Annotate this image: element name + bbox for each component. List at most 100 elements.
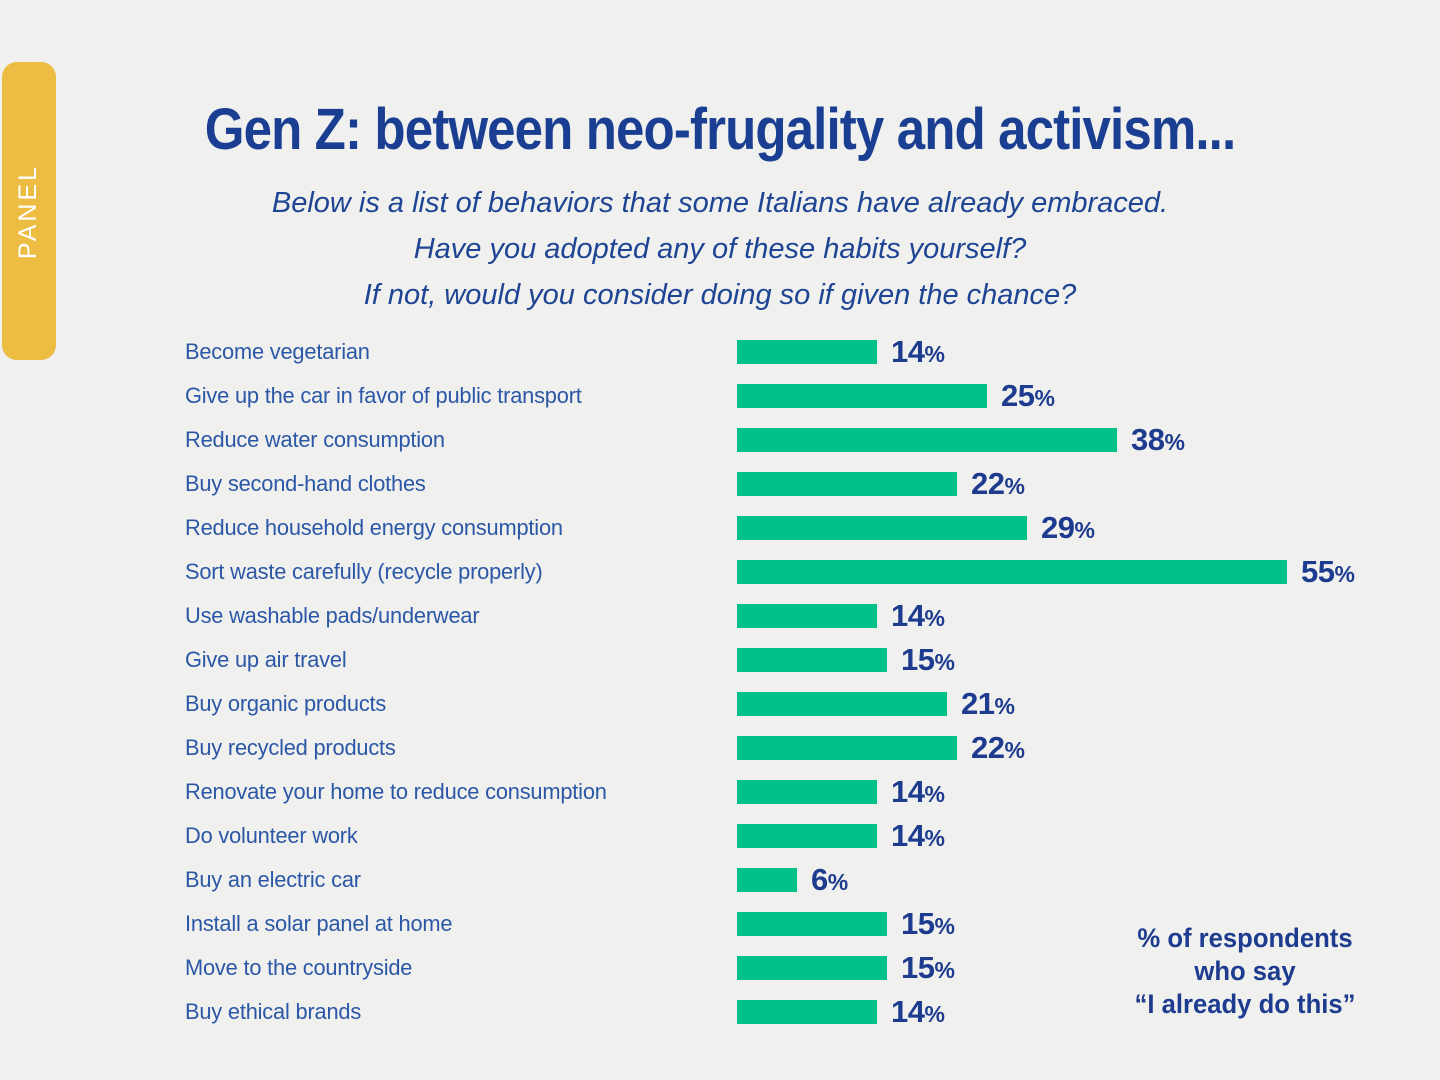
- legend-line: % of respondents: [1137, 923, 1353, 953]
- bar: [737, 516, 1027, 540]
- subtitle-line: Below is a list of behaviors that some I…: [271, 187, 1169, 219]
- category-label: Buy an electric car: [185, 867, 361, 892]
- bar: [737, 736, 957, 760]
- value-number: 55: [1301, 554, 1335, 589]
- value-label: 14%: [891, 598, 945, 634]
- bar: [737, 472, 957, 496]
- value-number: 15: [901, 950, 935, 985]
- bar: [737, 604, 877, 628]
- bar: [737, 692, 947, 716]
- chart-row: Reduce household energy consumption 29%: [185, 506, 1385, 550]
- value-number: 6: [811, 862, 828, 897]
- value-unit: %: [827, 869, 848, 895]
- value-unit: %: [1034, 385, 1055, 411]
- legend-line: who say: [1194, 956, 1296, 986]
- category-label: Do volunteer work: [185, 823, 358, 848]
- value-label: 21%: [961, 686, 1015, 722]
- category-label: Buy ethical brands: [185, 999, 362, 1024]
- category-label: Install a solar panel at home: [185, 911, 453, 936]
- chart-subtitle: Below is a list of behaviors that some I…: [0, 180, 1440, 318]
- panel-side-tab[interactable]: PANEL: [2, 62, 56, 360]
- category-label: Become vegetarian: [185, 339, 370, 364]
- category-label: Reduce water consumption: [185, 427, 445, 452]
- value-unit: %: [934, 957, 955, 983]
- value-unit: %: [924, 781, 945, 807]
- chart-row: Buy ethical brands 14%: [185, 990, 1385, 1034]
- value-unit: %: [994, 693, 1015, 719]
- value-label: 15%: [901, 950, 955, 986]
- value-unit: %: [934, 649, 955, 675]
- value-label: 22%: [971, 466, 1025, 502]
- category-label: Reduce household energy consumption: [185, 515, 563, 540]
- category-label: Buy second-hand clothes: [185, 471, 426, 496]
- value-unit: %: [1074, 517, 1095, 543]
- chart-row: Install a solar panel at home 15%: [185, 902, 1385, 946]
- page-title: Gen Z: between neo-frugality and activis…: [204, 97, 1236, 162]
- value-label: 15%: [901, 642, 955, 678]
- category-label: Give up air travel: [185, 647, 347, 672]
- chart-row: Renovate your home to reduce consumption…: [185, 770, 1385, 814]
- value-label: 14%: [891, 774, 945, 810]
- value-unit: %: [924, 1001, 945, 1027]
- chart-row: Buy second-hand clothes 22%: [185, 462, 1385, 506]
- value-number: 21: [961, 686, 995, 721]
- value-number: 14: [891, 994, 925, 1029]
- chart-row: Move to the countryside 15%: [185, 946, 1385, 990]
- value-number: 29: [1041, 510, 1075, 545]
- chart-legend: % of respondents who say “I already do t…: [1107, 922, 1383, 1021]
- value-label: 14%: [891, 994, 945, 1030]
- value-label: 14%: [891, 818, 945, 854]
- bar: [737, 868, 797, 892]
- category-label: Renovate your home to reduce consumption: [185, 779, 607, 804]
- value-number: 14: [891, 818, 925, 853]
- value-label: 29%: [1041, 510, 1095, 546]
- value-unit: %: [1004, 737, 1025, 763]
- chart-row: Buy an electric car 6%: [185, 858, 1385, 902]
- bar: [737, 1000, 877, 1024]
- value-number: 14: [891, 598, 925, 633]
- chart-row: Become vegetarian 14%: [185, 330, 1385, 374]
- chart-row: Give up the car in favor of public trans…: [185, 374, 1385, 418]
- value-unit: %: [1334, 561, 1355, 587]
- chart-row: Give up air travel 15%: [185, 638, 1385, 682]
- category-label: Give up the car in favor of public trans…: [185, 383, 582, 408]
- value-unit: %: [1164, 429, 1185, 455]
- chart-row: Do volunteer work 14%: [185, 814, 1385, 858]
- category-label: Use washable pads/underwear: [185, 603, 480, 628]
- value-label: 25%: [1001, 378, 1055, 414]
- value-number: 38: [1131, 422, 1165, 457]
- value-number: 22: [971, 730, 1005, 765]
- chart-row: Use washable pads/underwear 14%: [185, 594, 1385, 638]
- value-unit: %: [1004, 473, 1025, 499]
- category-label: Sort waste carefully (recycle properly): [185, 559, 543, 584]
- bar-chart: Become vegetarian 14% Give up the car in f…: [185, 330, 1385, 1034]
- value-label: 14%: [891, 334, 945, 370]
- chart-row: Buy organic products 21%: [185, 682, 1385, 726]
- bar: [737, 780, 877, 804]
- value-number: 22: [971, 466, 1005, 501]
- bar: [737, 824, 877, 848]
- legend-line: “I already do this”: [1134, 989, 1356, 1019]
- category-label: Move to the countryside: [185, 955, 413, 980]
- subtitle-line: Have you adopted any of these habits you…: [413, 233, 1027, 265]
- subtitle-line: If not, would you consider doing so if g…: [363, 279, 1077, 311]
- value-unit: %: [934, 913, 955, 939]
- bar: [737, 340, 877, 364]
- bar: [737, 912, 887, 936]
- bar: [737, 648, 887, 672]
- value-number: 25: [1001, 378, 1035, 413]
- value-number: 15: [901, 906, 935, 941]
- value-number: 14: [891, 334, 925, 369]
- chart-row: Reduce water consumption 38%: [185, 418, 1385, 462]
- value-unit: %: [924, 341, 945, 367]
- category-label: Buy organic products: [185, 691, 387, 716]
- value-label: 15%: [901, 906, 955, 942]
- bar: [737, 428, 1117, 452]
- value-number: 14: [891, 774, 925, 809]
- bar: [737, 560, 1287, 584]
- category-label: Buy recycled products: [185, 735, 396, 760]
- bar: [737, 384, 987, 408]
- value-label: 38%: [1131, 422, 1185, 458]
- chart-row: Buy recycled products 22%: [185, 726, 1385, 770]
